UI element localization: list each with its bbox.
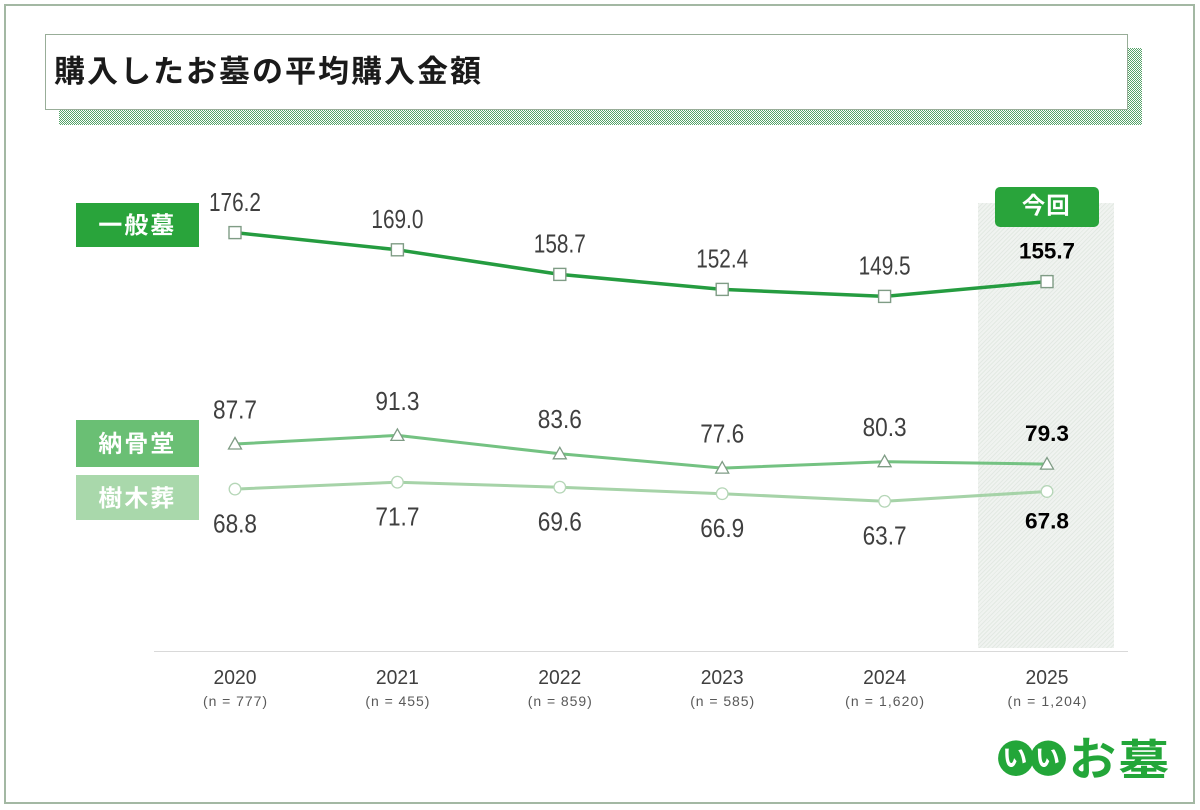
- svg-text:158.7: 158.7: [534, 231, 586, 259]
- svg-text:2021: 2021: [376, 667, 419, 689]
- svg-text:71.7: 71.7: [375, 504, 419, 532]
- svg-text:80.3: 80.3: [863, 414, 907, 442]
- svg-text:66.9: 66.9: [700, 515, 744, 543]
- svg-text:152.4: 152.4: [696, 246, 748, 274]
- svg-text:63.7: 63.7: [863, 523, 907, 551]
- svg-text:(n = 1,204): (n = 1,204): [1008, 693, 1087, 709]
- svg-text:149.5: 149.5: [859, 253, 911, 281]
- svg-text:(n = 777): (n = 777): [203, 693, 267, 709]
- svg-text:169.0: 169.0: [371, 206, 423, 234]
- svg-text:(n = 585): (n = 585): [690, 693, 754, 709]
- svg-text:67.8: 67.8: [1025, 509, 1069, 534]
- svg-text:2025: 2025: [1026, 667, 1069, 689]
- svg-text:2022: 2022: [538, 667, 581, 689]
- svg-text:(n = 1,620): (n = 1,620): [845, 693, 924, 709]
- svg-text:79.3: 79.3: [1025, 421, 1069, 446]
- svg-text:2023: 2023: [701, 667, 744, 689]
- svg-text:87.7: 87.7: [213, 396, 257, 424]
- svg-text:176.2: 176.2: [209, 189, 261, 217]
- svg-text:2024: 2024: [863, 667, 906, 689]
- svg-text:(n = 859): (n = 859): [528, 693, 592, 709]
- svg-text:91.3: 91.3: [375, 388, 419, 416]
- svg-text:77.6: 77.6: [700, 421, 744, 449]
- svg-text:155.7: 155.7: [1019, 239, 1075, 264]
- svg-text:68.8: 68.8: [213, 511, 257, 539]
- svg-text:2020: 2020: [214, 667, 257, 689]
- svg-text:69.6: 69.6: [538, 509, 582, 537]
- svg-text:83.6: 83.6: [538, 406, 582, 434]
- svg-text:(n = 455): (n = 455): [365, 693, 429, 709]
